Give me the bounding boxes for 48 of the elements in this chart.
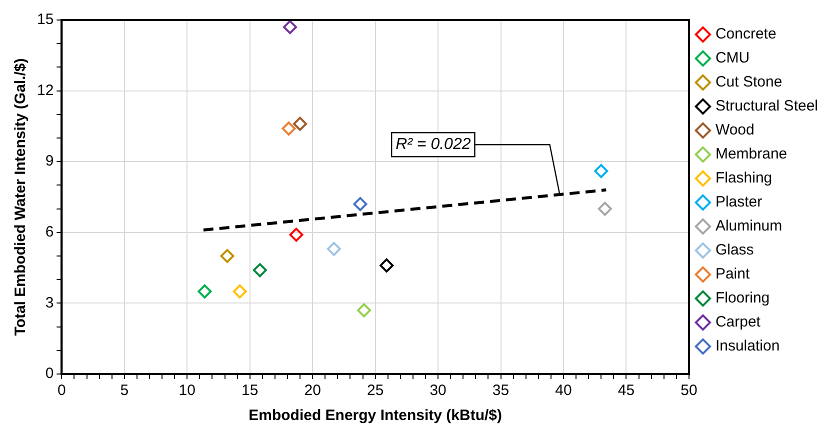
legend-label: Membrane [715,146,788,163]
y-tick-label: 3 [45,294,54,312]
x-tick-label: 0 [58,382,66,400]
y-tick-label: 15 [36,11,54,28]
legend-label: Structural Steel [715,98,818,115]
x-tick-label: 40 [555,382,572,400]
x-tick-label: 30 [430,382,446,400]
legend-label: Flashing [715,170,772,187]
y-tick-label: 9 [45,152,54,170]
x-tick-label: 50 [680,382,698,400]
point [198,284,212,298]
point [220,249,234,263]
annotation: R² = 0.022 [396,136,471,154]
legend-label: Cut Stone [715,74,782,91]
legend-label: Plaster [715,194,762,211]
legend-label: CMU [715,50,750,67]
legend-label: Paint [715,266,750,283]
y-tick-label: 0 [45,365,54,382]
point [598,202,612,216]
x-tick-label: 35 [492,382,510,400]
legend-label: Carpet [715,314,762,331]
legend-label: Insulation [715,338,780,355]
point [232,284,247,298]
legend-label: Flooring [715,290,770,307]
legend-label: Aluminum [715,218,782,235]
x-tick-label: 10 [178,382,196,400]
point [293,116,308,131]
y-tick-label: 12 [36,82,54,99]
point [282,122,296,136]
point [283,20,298,34]
legend-label: Glass [715,242,754,259]
x-tick-label: 5 [120,382,129,400]
point [594,164,608,178]
x-tick-label: 20 [304,382,321,400]
y-axis-title: Total Embodied Water Intensity (Gal./$) [12,58,30,336]
point [357,303,372,318]
x-tick-label: 15 [242,382,258,400]
y-tick-label: 6 [45,224,54,241]
point [326,242,341,256]
point [252,263,267,278]
point [353,197,368,212]
legend-label: Concrete [715,26,776,43]
legend-label: Wood [715,122,754,139]
point [380,258,394,272]
x-axis-title: Embodied Energy Intensity (kBtu/$) [248,407,502,424]
x-tick-label: 45 [618,382,635,400]
x-tick-label: 25 [366,382,384,400]
point [289,228,304,242]
